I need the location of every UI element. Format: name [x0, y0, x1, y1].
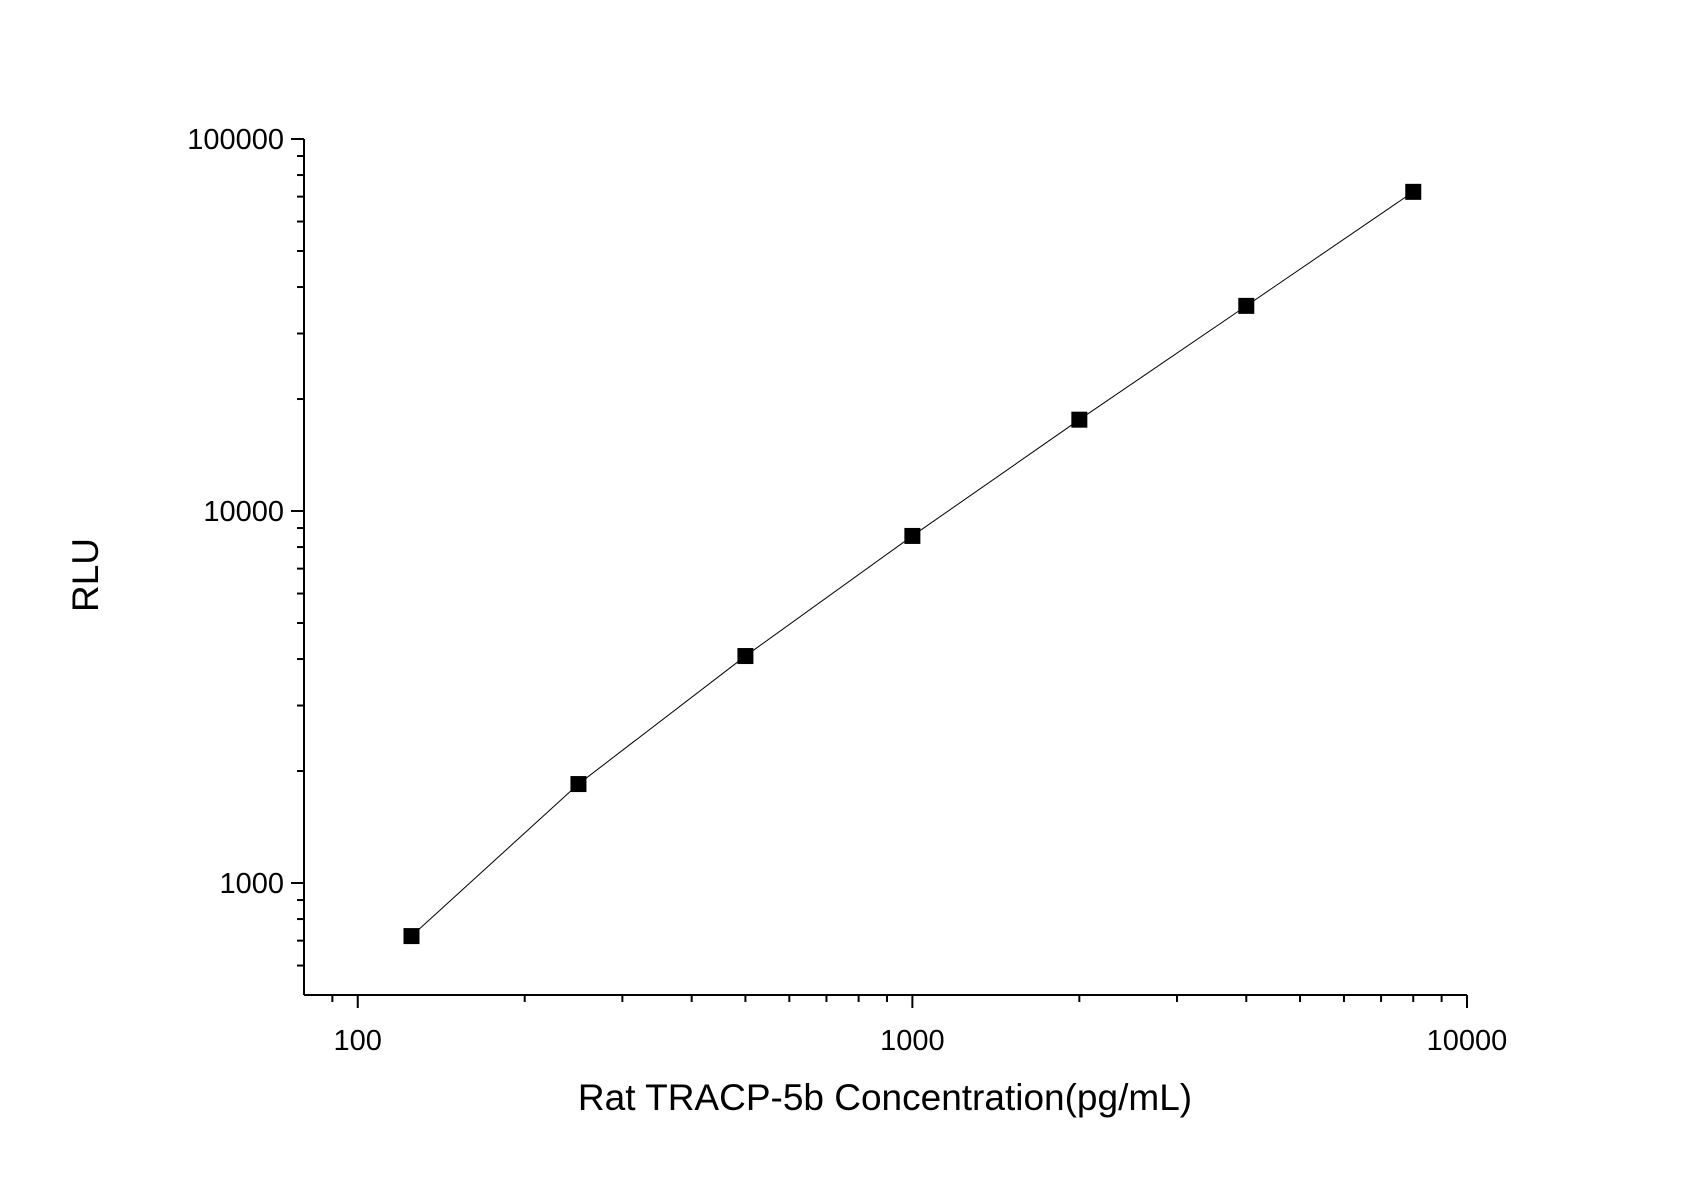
point: [1405, 183, 1422, 200]
point: [1071, 411, 1088, 428]
line: [411, 191, 1414, 937]
y-tick-label: 100000: [187, 124, 284, 156]
y-tick-label: 1000: [219, 868, 284, 900]
x-axis-title: Rat TRACP-5b Concentration(pg/mL): [578, 1077, 1192, 1118]
y-tick-label: 10000: [203, 496, 284, 528]
point: [570, 776, 587, 793]
point: [904, 527, 921, 544]
point: [403, 928, 420, 945]
point: [737, 648, 754, 665]
x-tick-label: 10000: [1427, 1025, 1508, 1057]
x-tick-label: 100: [334, 1025, 382, 1057]
y-axis-title: RLU: [65, 538, 106, 612]
point: [1238, 297, 1255, 314]
x-tick-label: 1000: [880, 1025, 945, 1057]
